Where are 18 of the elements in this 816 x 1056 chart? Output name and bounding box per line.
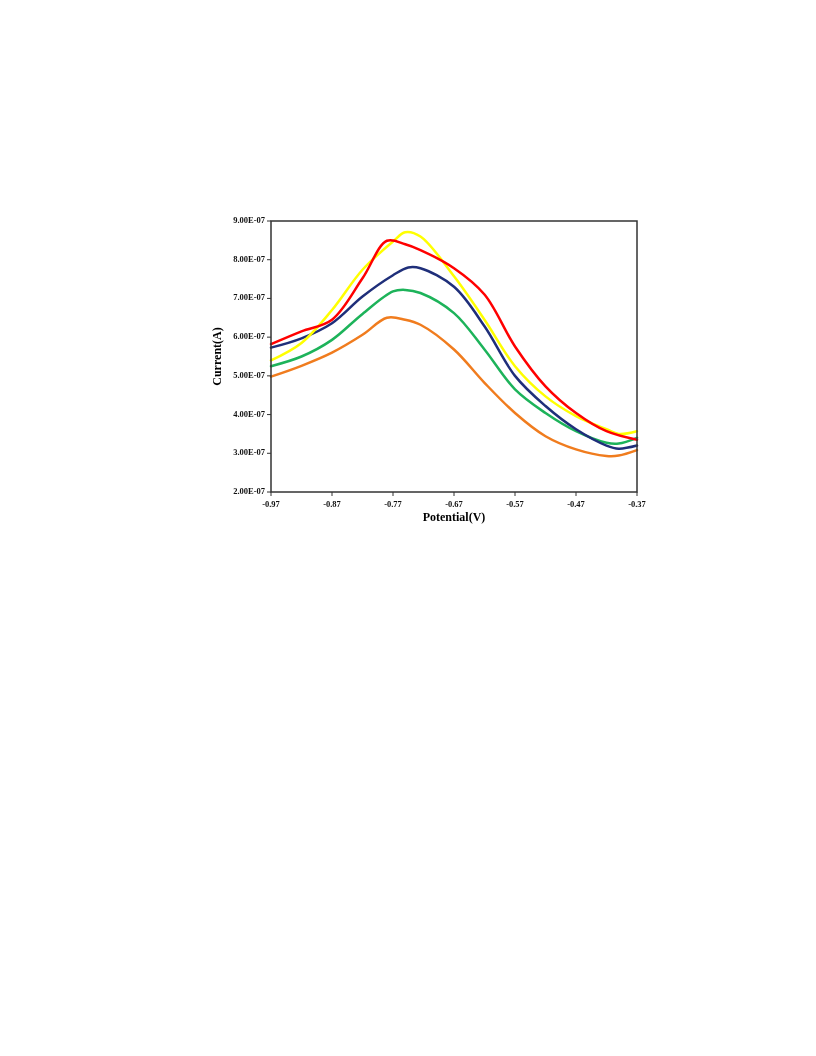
x-tick-label: -0.37 [628,499,647,509]
y-tick-label: 6.00E-07 [233,331,266,342]
y-tick-label: 2.00E-07 [233,485,266,496]
y-tick-label: 3.00E-07 [233,447,266,458]
x-tick-label: -0.87 [323,499,342,509]
y-tick-label: 7.00E-07 [233,292,266,303]
y-tick-label: 4.00E-07 [233,408,266,419]
x-tick-label: -0.57 [506,499,525,509]
x-tick-label: -0.77 [384,499,403,509]
y-tick-label: 5.00E-07 [233,369,266,380]
y-axis-title: Current(A) [210,327,224,386]
x-tick-label: -0.67 [445,499,464,509]
y-tick-label: 8.00E-07 [233,253,266,264]
x-tick-label: -0.47 [567,499,586,509]
line-series [269,315,639,458]
x-tick-label: -0.97 [262,499,281,509]
x-axis-title: Potential(V) [422,510,486,524]
y-tick-label: 9.00E-07 [233,214,266,225]
